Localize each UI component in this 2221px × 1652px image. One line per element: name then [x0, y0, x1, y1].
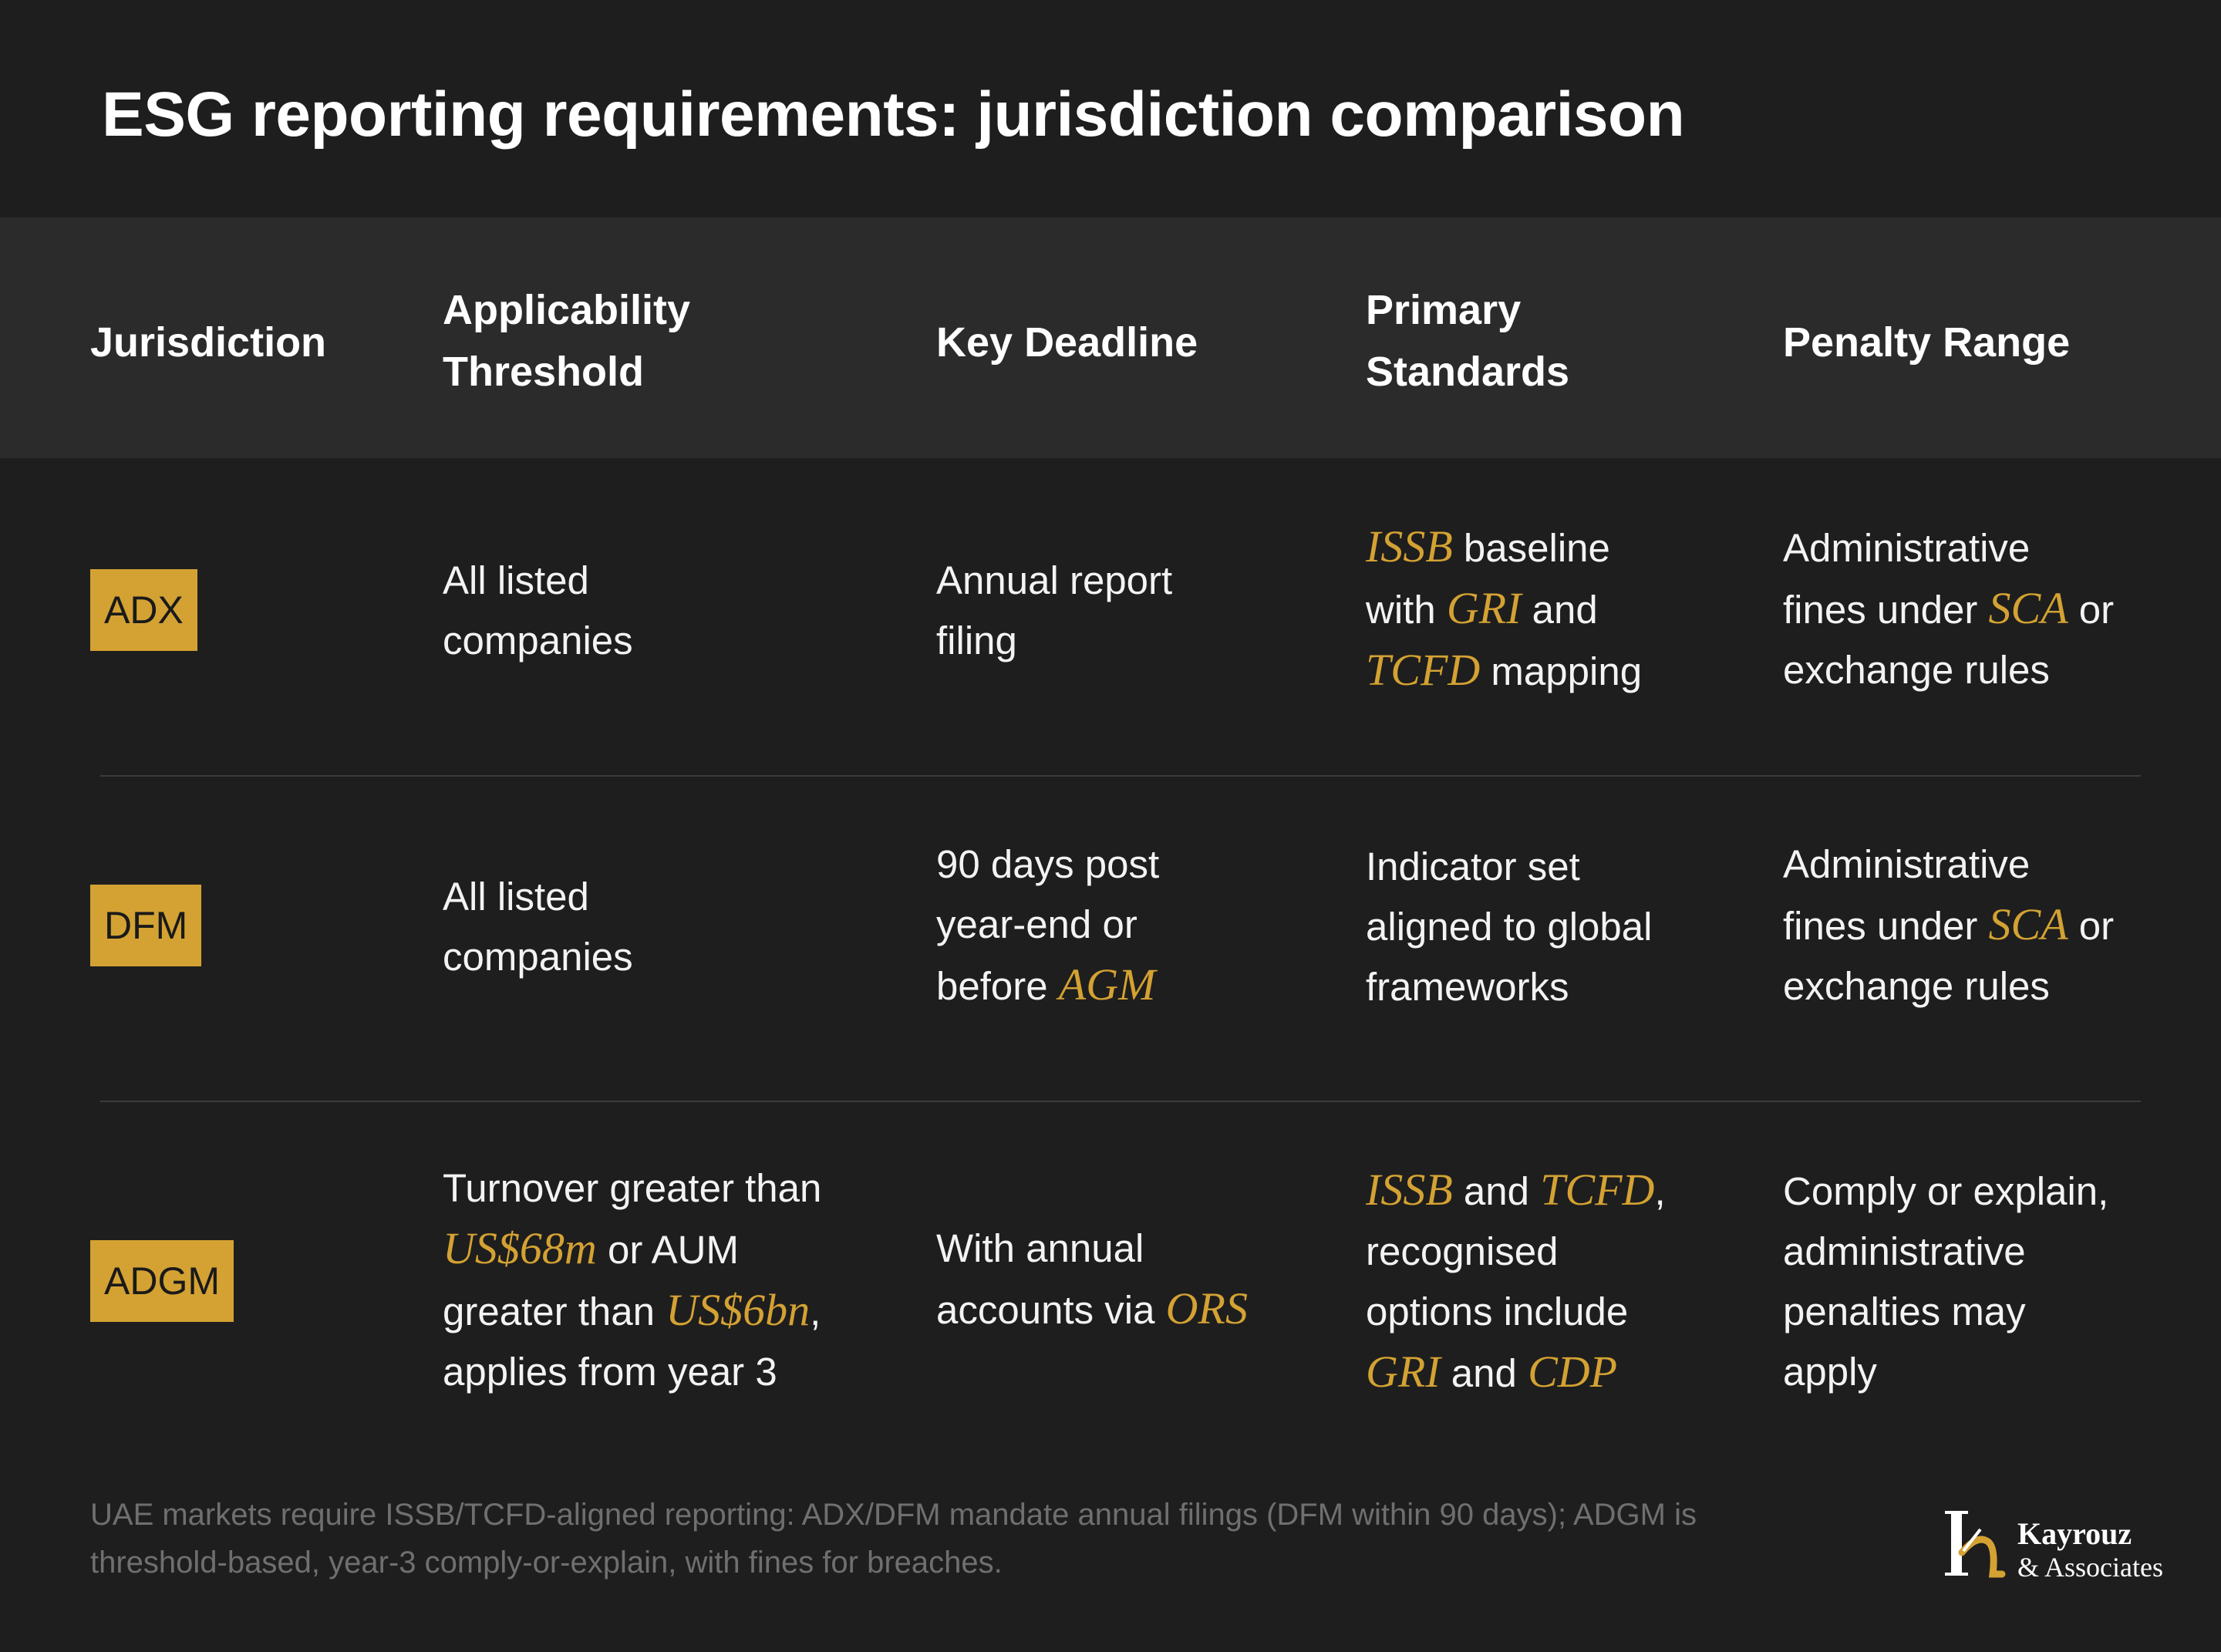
jurisdiction-badge-adx: ADX — [90, 569, 197, 651]
deadline-cell: 90 days post year-end or before AGM — [936, 842, 1160, 1010]
standards-cell: ISSB baseline with GRI and TCFD mapping — [1366, 521, 1643, 695]
footnote: UAE markets require ISSB/TCFD-aligned re… — [90, 1498, 1697, 1580]
threshold-cell: All listed companies — [443, 875, 633, 979]
table-header — [0, 217, 2221, 458]
page-title: ESG reporting requirements: jurisdiction… — [102, 79, 1685, 150]
standards-cell: Indicator set aligned to global framewor… — [1366, 845, 1653, 1009]
threshold-cell: All listed companies — [443, 558, 633, 662]
company-logo: Kayrouz & Associates — [1940, 1508, 2172, 1585]
standards-cell: ISSB and TCFD, recognised options includ… — [1366, 1165, 1666, 1397]
logo-name: Kayrouz — [2017, 1516, 2132, 1551]
logo-subtitle: & Associates — [2017, 1552, 2163, 1583]
column-header-standards: Primary Standards — [1366, 287, 1570, 395]
column-header-deadline: Key Deadline — [936, 319, 1198, 366]
penalty-cell: Administrative fines under SCA or exchan… — [1783, 526, 2115, 692]
deadline-cell: Annual report filing — [936, 558, 1173, 662]
jurisdiction-badge-adgm: ADGM — [90, 1240, 234, 1322]
column-header-penalty: Penalty Range — [1783, 319, 2071, 366]
column-header-threshold: Applicability Threshold — [443, 287, 691, 395]
jurisdiction-badge-dfm: DFM — [90, 885, 202, 966]
penalty-cell: Comply or explain, administrative penalt… — [1783, 1169, 2109, 1394]
row-divider — [100, 1101, 2141, 1102]
threshold-cell: Turnover greater than US$68m or AUM grea… — [443, 1166, 822, 1394]
row-divider — [100, 775, 2141, 777]
column-header-jurisdiction: Jurisdiction — [90, 319, 327, 366]
penalty-cell: Administrative fines under SCA or exchan… — [1783, 842, 2115, 1008]
deadline-cell: With annual accounts via ORS — [936, 1226, 1248, 1333]
kayrouz-logo-icon — [1945, 1511, 2006, 1578]
